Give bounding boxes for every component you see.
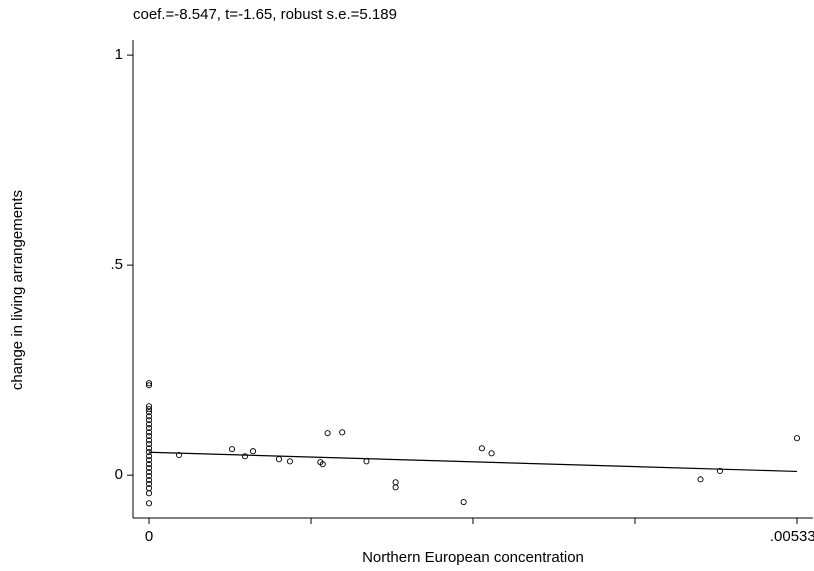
y-tick-label: 0 (115, 466, 123, 483)
y-tick-label: 1 (115, 46, 123, 63)
x-tick-label: .005334 (770, 528, 814, 545)
point (145, 409, 153, 416)
point (145, 429, 153, 436)
point (145, 461, 153, 468)
point (392, 479, 399, 486)
point (145, 437, 153, 444)
point (145, 453, 153, 460)
point (145, 490, 153, 497)
point (275, 456, 283, 463)
point (145, 477, 153, 484)
point (145, 445, 153, 452)
point (249, 448, 257, 455)
point (145, 456, 153, 464)
point (460, 498, 467, 506)
point (228, 446, 236, 453)
point (145, 403, 153, 410)
point (697, 476, 704, 483)
point (145, 421, 153, 428)
fit-line (149, 451, 797, 473)
point (286, 458, 293, 465)
point (363, 458, 370, 465)
x-tick-label: 0 (145, 528, 153, 545)
point (716, 467, 724, 475)
y-axis-label: change in living arrangements (9, 190, 26, 390)
point (145, 413, 153, 420)
point (478, 445, 485, 452)
point (145, 472, 153, 480)
point (319, 461, 326, 468)
point (145, 441, 153, 448)
point (145, 425, 153, 432)
point (145, 382, 153, 389)
point (324, 430, 331, 437)
point (145, 417, 153, 424)
y-tick-label: .5 (110, 256, 123, 273)
point (392, 484, 399, 491)
x-axis-label: Northern European concentration (362, 549, 584, 566)
point (175, 451, 183, 459)
point (793, 435, 801, 442)
point (241, 453, 249, 460)
point (488, 450, 495, 457)
point (145, 480, 153, 488)
point (145, 406, 153, 413)
point (145, 464, 153, 472)
point (145, 500, 153, 507)
point (339, 429, 346, 436)
point (145, 380, 153, 387)
point (145, 469, 153, 476)
point (145, 433, 153, 440)
chart-title: coef.=-8.547, t=-1.65, robust s.e.=5.189 (133, 6, 397, 23)
